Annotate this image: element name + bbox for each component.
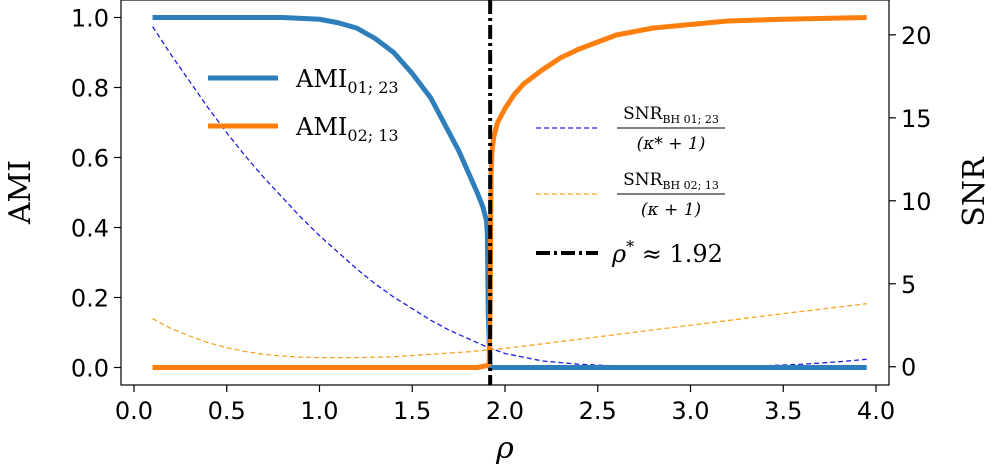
x-tick-label: 3.0 (671, 397, 709, 425)
y-axis-right-label: SNR (957, 156, 992, 227)
legend-label-snr-02-13-num: SNRBH 02; 13 (623, 170, 719, 192)
y-left-tick-label: 0.8 (71, 75, 109, 103)
y-left-tick: 0.0 (71, 355, 121, 383)
series-lines (151, 0, 867, 385)
x-tick: 1.0 (300, 385, 339, 425)
legend-label-ami-01-23: AMI01; 23 (295, 65, 399, 97)
x-tick: 3.0 (671, 385, 710, 425)
x-tick: 3.5 (764, 385, 802, 425)
y-right-tick-label: 15 (901, 105, 932, 133)
x-tick-label: 1.5 (393, 397, 431, 425)
x-tick: 2.0 (486, 385, 524, 425)
legend-label-vline: ρ* ≈ 1.92 (611, 237, 723, 268)
y-right-tick-label: 10 (901, 188, 932, 216)
y-left-tick: 0.6 (71, 145, 121, 173)
y-left-tick: 0.2 (71, 285, 121, 313)
legend-right: SNRBH 01; 23 (κ* + 1) SNRBH 02; 13 (κ + … (536, 104, 725, 268)
x-axis-label: ρ (495, 431, 514, 466)
y-axis-right: 0 5 10 15 20 (889, 22, 932, 382)
y-axis-left-label: AMI (3, 160, 38, 225)
y-left-tick-label: 0.6 (71, 145, 109, 173)
legend-label-snr-01-23-den: (κ* + 1) (637, 134, 706, 154)
y-left-tick: 0.4 (71, 215, 121, 243)
plot-frame (120, 0, 890, 386)
series-snr-02-13 (152, 303, 867, 359)
y-right-tick-label: 0 (901, 354, 916, 382)
y-right-tick: 5 (889, 271, 916, 299)
y-right-tick: 15 (889, 105, 932, 133)
series-ami-01-23 (152, 15, 867, 370)
x-tick: 0.5 (208, 385, 246, 425)
x-tick-label: 1.0 (300, 397, 338, 425)
series-ami-02-13 (152, 15, 867, 370)
y-left-tick-label: 0.0 (71, 355, 109, 383)
y-left-tick-label: 1.0 (71, 5, 109, 33)
y-axis-left: 0.0 0.2 0.4 0.6 0.8 1.0 (71, 5, 121, 383)
legend-label-ami-02-13: AMI02; 13 (295, 113, 399, 145)
x-tick: 2.5 (579, 385, 617, 425)
x-tick-label: 4.0 (857, 397, 895, 425)
x-tick: 1.5 (393, 385, 431, 425)
y-left-tick-label: 0.4 (71, 215, 109, 243)
x-tick-label: 0.0 (115, 397, 153, 425)
legend-left: AMI01; 23 AMI02; 13 (208, 65, 399, 145)
y-right-tick: 20 (889, 22, 932, 50)
y-left-tick-label: 0.2 (71, 285, 109, 313)
y-left-tick: 1.0 (71, 5, 121, 33)
x-tick: 4.0 (857, 385, 895, 425)
x-tick-label: 3.5 (764, 397, 802, 425)
x-axis: 0.0 0.5 1.0 1.5 2.0 2.5 3.0 3.5 4.0 (115, 385, 895, 425)
x-tick-label: 2.5 (579, 397, 617, 425)
legend-label-snr-02-13-den: (κ + 1) (641, 200, 701, 220)
y-right-tick: 0 (889, 354, 916, 382)
y-right-tick-label: 20 (901, 22, 932, 50)
y-right-tick-label: 5 (901, 271, 916, 299)
legend-label-snr-01-23-num: SNRBH 01; 23 (623, 104, 719, 126)
y-right-tick: 10 (889, 188, 932, 216)
x-tick-label: 2.0 (486, 397, 524, 425)
y-left-tick: 0.8 (71, 75, 121, 103)
x-tick: 0.0 (115, 385, 153, 425)
x-tick-label: 0.5 (208, 397, 246, 425)
